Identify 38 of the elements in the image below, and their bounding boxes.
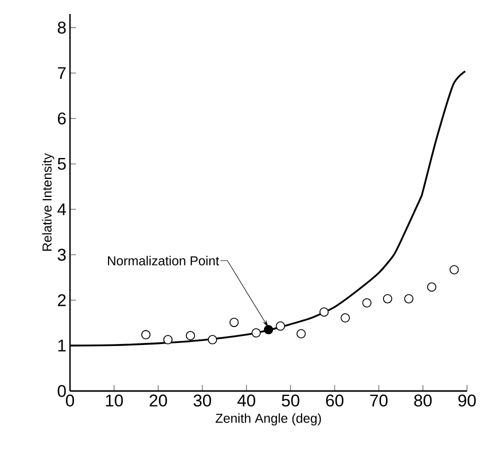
y-tick-label: 2 bbox=[58, 294, 66, 306]
point bbox=[264, 325, 274, 334]
point bbox=[141, 330, 151, 340]
y-tick-label: 5 bbox=[58, 158, 66, 170]
point bbox=[450, 265, 459, 274]
y-tick-label: 3 bbox=[58, 248, 66, 261]
x-tick-label: 0 bbox=[66, 394, 74, 407]
x-axis-title: Zenith Angle (deg) bbox=[216, 413, 321, 426]
y-tick-label: 6 bbox=[58, 112, 66, 124]
point bbox=[427, 282, 436, 292]
point bbox=[163, 335, 173, 344]
x-tick-label: 90 bbox=[458, 394, 476, 407]
y-tick-label: 8 bbox=[58, 22, 66, 34]
y-tick-label: 0 bbox=[58, 385, 66, 397]
point bbox=[382, 294, 392, 304]
y-tick-label: 4 bbox=[57, 203, 66, 216]
x-tick-label: 60 bbox=[326, 394, 344, 407]
y-tick-label: 7 bbox=[58, 67, 66, 79]
x-tick-label: 80 bbox=[414, 394, 432, 407]
point bbox=[296, 329, 306, 338]
x-tick-label: 30 bbox=[194, 394, 212, 407]
x-tick-label: 20 bbox=[150, 394, 167, 407]
x-tick-label: 50 bbox=[282, 394, 300, 407]
annotation: Normalization Point bbox=[108, 256, 220, 266]
y-tick-label: 1 bbox=[58, 340, 66, 352]
point bbox=[404, 294, 414, 304]
point bbox=[362, 298, 372, 308]
point bbox=[340, 313, 350, 323]
x-tick-label: 40 bbox=[237, 394, 256, 407]
x-tick-label: 70 bbox=[370, 394, 388, 407]
point bbox=[319, 307, 329, 317]
x-tick-label: 10 bbox=[106, 394, 123, 407]
point bbox=[229, 318, 239, 328]
point bbox=[186, 330, 196, 340]
point bbox=[276, 321, 286, 331]
y-axis-title: Relative Intensity bbox=[42, 153, 54, 251]
point bbox=[208, 335, 218, 344]
point bbox=[252, 328, 261, 338]
